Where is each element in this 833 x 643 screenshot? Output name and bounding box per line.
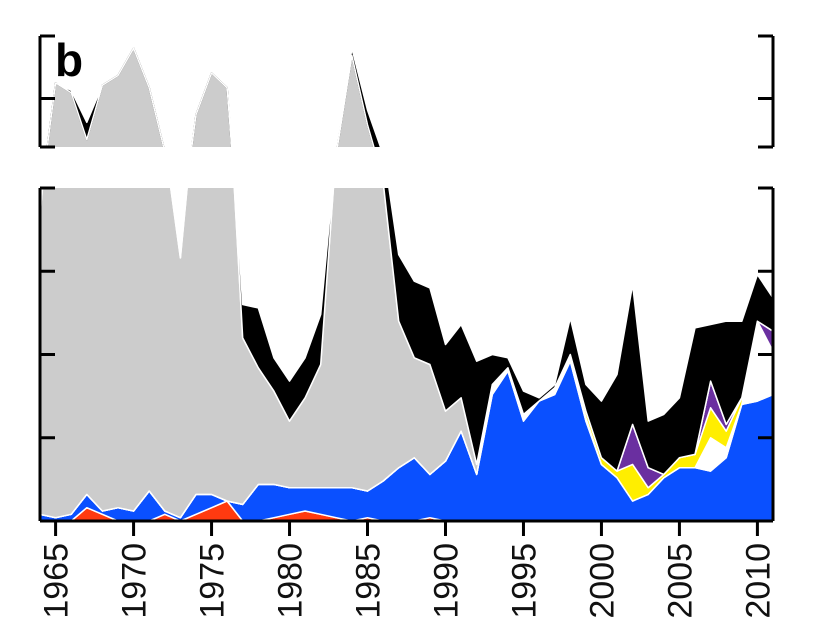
x-tick-label: 1985	[350, 543, 388, 619]
x-tick-label: 1965	[38, 543, 76, 619]
lower-panel-areas	[40, 188, 773, 521]
area-series-7-lower	[40, 188, 773, 476]
x-tick-label: 2010	[739, 543, 777, 619]
x-tick-label: 1970	[116, 543, 154, 619]
upper-panel-areas	[46, 47, 382, 147]
area-series-6-upper	[46, 47, 375, 147]
y-tick-marks	[40, 34, 773, 523]
x-axis-ticks: 1965 1970 1975 1980 1985 1990 1995 2000 2005 2010	[38, 521, 777, 619]
x-tick-label: 1990	[428, 543, 466, 619]
panel-label: b	[55, 34, 83, 86]
x-tick-label: 1975	[194, 543, 232, 619]
axes	[38, 34, 775, 523]
x-tick-label: 2005	[661, 543, 699, 619]
x-tick-label: 1995	[506, 543, 544, 619]
x-tick-label: 2000	[583, 543, 621, 619]
x-tick-label: 1980	[272, 543, 310, 619]
